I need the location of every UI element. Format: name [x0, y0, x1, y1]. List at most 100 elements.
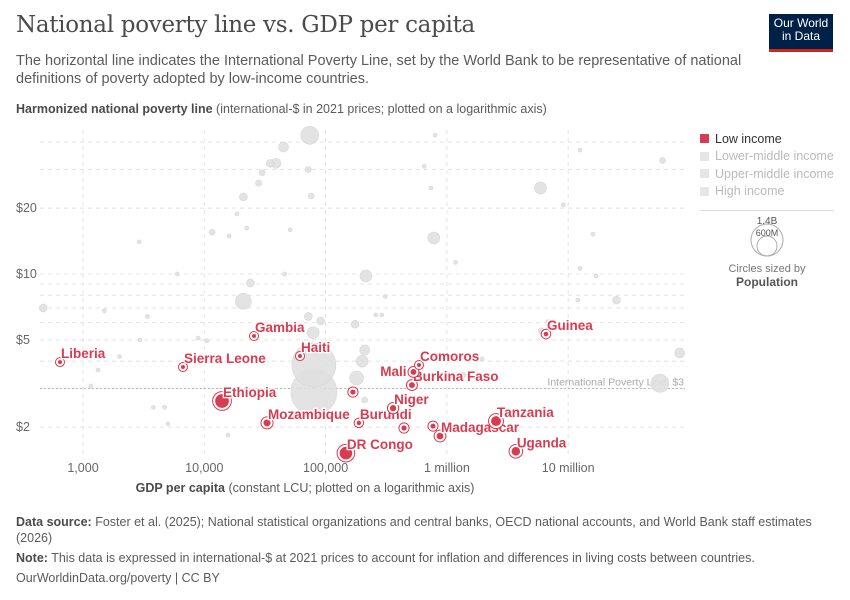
data-point-other: [428, 185, 434, 191]
source-label: Data source:: [16, 515, 92, 529]
data-point-other: [577, 266, 583, 271]
data-point-other: [266, 159, 275, 168]
x-tick-label: 100,000: [303, 461, 348, 475]
data-point-other: [282, 271, 288, 277]
data-point-low-income: [410, 369, 417, 375]
legend-item-high-income[interactable]: High income: [700, 183, 834, 201]
data-point-low-income: [252, 334, 257, 339]
point-label: DR Congo: [347, 437, 413, 452]
data-point-low-income: [543, 331, 549, 337]
data-point-other: [239, 192, 248, 202]
data-point-low-income: [511, 447, 521, 456]
size-legend-caption: Circles sized by: [728, 263, 806, 275]
data-point-other: [479, 356, 485, 362]
size-legend-variable: Population: [736, 275, 798, 289]
data-point-other: [575, 297, 581, 303]
size-legend: 1.4B 600M Circles sized by Population: [700, 214, 834, 289]
data-point-other: [373, 312, 379, 318]
data-point-other: [382, 294, 388, 299]
x-tick-label: 10 million: [542, 461, 595, 475]
data-point-low-income: [57, 360, 62, 365]
data-point-other: [659, 157, 666, 164]
data-point-other: [421, 164, 427, 169]
legend-swatch: [700, 134, 709, 144]
point-label: Liberia: [61, 346, 106, 361]
data-point-other: [650, 373, 670, 393]
x-axis-title-rest: (constant LCU; plotted on a logarithmic …: [224, 481, 475, 495]
point-label: Niger: [394, 392, 429, 407]
legend-label: Upper-middle income: [715, 166, 834, 181]
data-point-other: [165, 421, 171, 427]
data-point-other: [304, 312, 313, 321]
x-tick-label: 1 million: [424, 461, 470, 475]
data-point-other: [674, 347, 685, 359]
data-point-other: [225, 432, 231, 438]
data-point-low-income: [401, 425, 407, 431]
point-label: Ethiopia: [223, 385, 277, 400]
note: Note: This data is expressed in internat…: [16, 550, 836, 566]
legend-swatch: [700, 169, 709, 179]
data-point-other: [145, 314, 150, 319]
point-label: Haiti: [301, 340, 330, 355]
data-point-other: [427, 231, 441, 245]
data-point-other: [361, 396, 368, 404]
data-point-other: [300, 125, 320, 145]
point-label: Guinea: [547, 318, 593, 333]
data-point-low-income: [389, 405, 397, 412]
legend-divider: [700, 210, 834, 211]
point-label: Comoros: [420, 349, 479, 364]
x-tick-label: 10,000: [185, 461, 223, 475]
owid-logo[interactable]: Our World in Data: [769, 14, 833, 52]
data-point-low-income: [297, 354, 303, 359]
data-point-other: [95, 367, 101, 373]
source-url[interactable]: OurWorldinData.org/poverty | CC BY: [16, 571, 220, 585]
data-point-other: [255, 179, 262, 187]
legend-item-lower-middle-income[interactable]: Lower-middle income: [700, 148, 834, 166]
note-label: Note:: [16, 551, 48, 565]
data-point-other: [349, 370, 364, 386]
data-point-low-income: [350, 389, 356, 395]
data-point-other: [136, 239, 142, 245]
point-label: Burundi: [360, 407, 412, 422]
legend-label: High income: [715, 184, 785, 199]
x-axis-title: GDP per capita (constant LCU; plotted on…: [0, 481, 730, 495]
x-tick-label: 1,000: [67, 461, 98, 475]
data-point-other: [287, 227, 293, 233]
data-point-other: [379, 312, 385, 318]
point-label: Madagascar: [441, 420, 520, 435]
data-point-other: [560, 202, 566, 208]
data-point-low-income: [430, 423, 436, 429]
y-tick-label: $10: [16, 267, 37, 281]
data-point-other: [612, 295, 621, 305]
footer: Data source: Foster et al. (2025); Natio…: [16, 514, 836, 590]
legend-item-upper-middle-income[interactable]: Upper-middle income: [700, 165, 834, 183]
data-point-other: [244, 225, 250, 231]
legend-swatch: [700, 186, 709, 196]
data-point-other: [459, 371, 467, 379]
size-legend-circles: 1.4B 600M: [750, 216, 784, 257]
data-point-other: [590, 231, 596, 237]
data-point-other: [204, 338, 210, 344]
legend-item-low-income[interactable]: Low income: [700, 130, 834, 148]
data-source: Data source: Foster et al. (2025); Natio…: [16, 514, 836, 546]
data-point-low-income: [180, 365, 185, 370]
y-axis-title: Harmonized national poverty line (intern…: [16, 102, 547, 116]
data-point-other: [208, 229, 216, 236]
point-label: Uganda: [517, 435, 567, 450]
point-label: Gambia: [255, 320, 305, 335]
data-point-other: [432, 132, 438, 138]
data-point-other: [235, 293, 252, 310]
legend-swatch: [700, 151, 709, 161]
chart-subtitle: The horizontal line indicates the Intern…: [16, 53, 742, 87]
data-point-other: [258, 169, 266, 177]
data-point-other: [545, 319, 552, 326]
size-legend-mid: 600M: [756, 228, 779, 238]
data-point-other: [175, 271, 180, 277]
data-point-other: [278, 141, 289, 153]
data-point-other: [117, 354, 122, 359]
data-point-other: [304, 166, 312, 173]
source-text: Foster et al. (2025); National statistic…: [16, 515, 812, 545]
data-point-other: [359, 269, 373, 283]
point-label: Mali: [380, 364, 406, 379]
